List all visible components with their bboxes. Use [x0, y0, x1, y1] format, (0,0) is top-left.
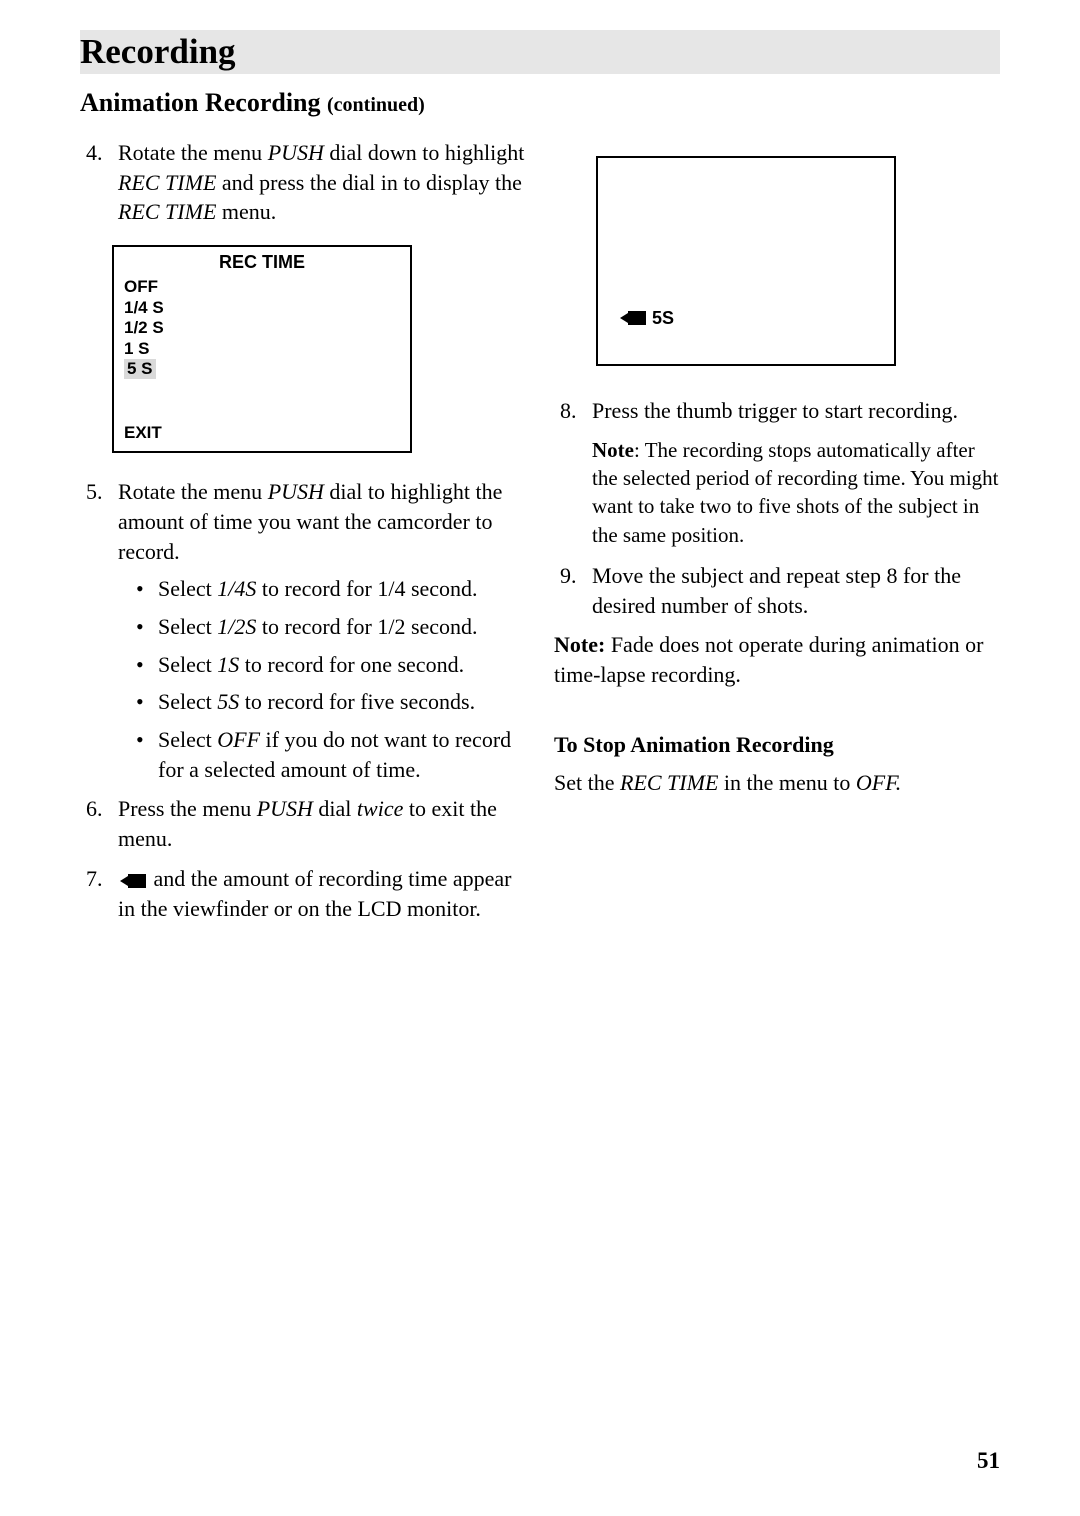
note-label: Note:: [554, 632, 605, 657]
bullet-text: Select: [158, 614, 217, 639]
stop-text: Set the: [554, 770, 620, 795]
note-text: Fade does not operate during animation o…: [554, 632, 984, 687]
step-text: menu.: [216, 199, 276, 224]
step-text: Press the thumb trigger to start recordi…: [592, 398, 958, 423]
step-number: 4.: [86, 138, 103, 168]
push-dial-label: PUSH: [268, 479, 324, 504]
right-column: 5S 8. Press the thumb trigger to start r…: [554, 138, 1000, 933]
bullet-text: to record for five seconds.: [239, 689, 475, 714]
step-5: 5. Rotate the menu PUSH dial to highligh…: [80, 477, 526, 784]
menu-exit: EXIT: [114, 420, 410, 451]
camcorder-icon: [120, 874, 146, 888]
step-4: 4. Rotate the menu PUSH dial down to hig…: [80, 138, 526, 227]
viewfinder-display: 5S: [596, 156, 896, 366]
step-text: dial down to highlight: [324, 140, 524, 165]
camcorder-icon: [620, 311, 646, 325]
bullet-text: to record for 1/4 second.: [256, 576, 477, 601]
bullet-text: Select: [158, 576, 217, 601]
stop-instruction: Set the REC TIME in the menu to OFF.: [554, 768, 1000, 798]
note-fade: Note: Fade does not operate during anima…: [554, 630, 1000, 689]
step-number: 8.: [560, 396, 577, 426]
list-item: Select 5S to record for five seconds.: [136, 687, 526, 717]
menu-item: 1 S: [124, 339, 410, 359]
rectime-label: REC TIME: [118, 199, 216, 224]
option-value: 5S: [217, 689, 239, 714]
stop-heading: To Stop Animation Recording: [554, 730, 1000, 760]
page-number: 51: [977, 1448, 1000, 1474]
section-title: Recording: [80, 32, 1000, 72]
step-6: 6. Press the menu PUSH dial twice to exi…: [80, 794, 526, 853]
step-number: 7.: [86, 864, 103, 894]
list-item: Select 1/4S to record for 1/4 second.: [136, 574, 526, 604]
list-item: Select 1S to record for one second.: [136, 650, 526, 680]
rectime-label: REC TIME: [118, 170, 216, 195]
option-value: 1S: [217, 652, 239, 677]
option-value: 1/2S: [217, 614, 256, 639]
step-number: 9.: [560, 561, 577, 591]
bullet-text: to record for 1/2 second.: [256, 614, 477, 639]
step-text: dial: [313, 796, 357, 821]
menu-item: OFF: [124, 277, 410, 297]
list-item: Select 1/2S to record for 1/2 second.: [136, 612, 526, 642]
note-label: Note: [592, 438, 634, 462]
display-indicator: 5S: [620, 306, 674, 330]
twice-label: twice: [357, 796, 403, 821]
steps-right: 8. Press the thumb trigger to start reco…: [554, 396, 1000, 426]
menu-item: 1/2 S: [124, 318, 410, 338]
subtitle-text: Animation Recording: [80, 88, 321, 117]
step-number: 6.: [86, 794, 103, 824]
step-9: 9. Move the subject and repeat step 8 fo…: [554, 561, 1000, 620]
bullet-text: Select: [158, 652, 217, 677]
rectime-label: REC TIME: [620, 770, 718, 795]
note-step8: Note: The recording stops automatically …: [554, 436, 1000, 549]
list-item: Select OFF if you do not want to record …: [136, 725, 526, 784]
bullet-text: Select: [158, 727, 217, 752]
step-text: Press the menu: [118, 796, 257, 821]
push-dial-label: PUSH: [257, 796, 313, 821]
steps-right-2: 9. Move the subject and repeat step 8 fo…: [554, 561, 1000, 620]
step-text: and the amount of recording time appear …: [118, 866, 511, 921]
menu-items: OFF 1/4 S 1/2 S 1 S 5 S: [114, 277, 410, 382]
menu-item-label: 5 S: [124, 359, 156, 379]
subsection-title: Animation Recording (continued): [80, 88, 1000, 118]
step-text: Rotate the menu: [118, 140, 268, 165]
page: Recording Animation Recording (continued…: [0, 0, 1080, 993]
note-text: : The recording stops automatically afte…: [592, 438, 999, 547]
menu-item: 1/4 S: [124, 298, 410, 318]
bullet-text: to record for one second.: [239, 652, 464, 677]
display-label: 5S: [652, 306, 674, 330]
continued-label: (continued): [327, 94, 425, 116]
option-value: 1/4S: [217, 576, 256, 601]
step-7: 7. and the amount of recording time appe…: [80, 864, 526, 923]
left-column: 4. Rotate the menu PUSH dial down to hig…: [80, 138, 526, 933]
step-text: Rotate the menu: [118, 479, 268, 504]
rectime-options: Select 1/4S to record for 1/4 second. Se…: [118, 574, 526, 784]
menu-spacer: [114, 382, 410, 420]
menu-title: REC TIME: [114, 247, 410, 277]
title-bar: Recording: [80, 30, 1000, 74]
bullet-text: Select: [158, 689, 217, 714]
step-number: 5.: [86, 477, 103, 507]
rectime-menu: REC TIME OFF 1/4 S 1/2 S 1 S 5 S EXIT: [112, 245, 412, 453]
menu-item-highlighted: 5 S: [124, 359, 410, 379]
steps-left: 4. Rotate the menu PUSH dial down to hig…: [80, 138, 526, 227]
steps-left-2: 5. Rotate the menu PUSH dial to highligh…: [80, 477, 526, 923]
stop-text: in the menu to: [718, 770, 855, 795]
option-value: OFF: [217, 727, 260, 752]
push-dial-label: PUSH: [268, 140, 324, 165]
step-8: 8. Press the thumb trigger to start reco…: [554, 396, 1000, 426]
off-label: OFF.: [856, 770, 901, 795]
step-text: and press the dial in to display the: [216, 170, 522, 195]
content-columns: 4. Rotate the menu PUSH dial down to hig…: [80, 138, 1000, 933]
step-text: Move the subject and repeat step 8 for t…: [592, 563, 961, 618]
